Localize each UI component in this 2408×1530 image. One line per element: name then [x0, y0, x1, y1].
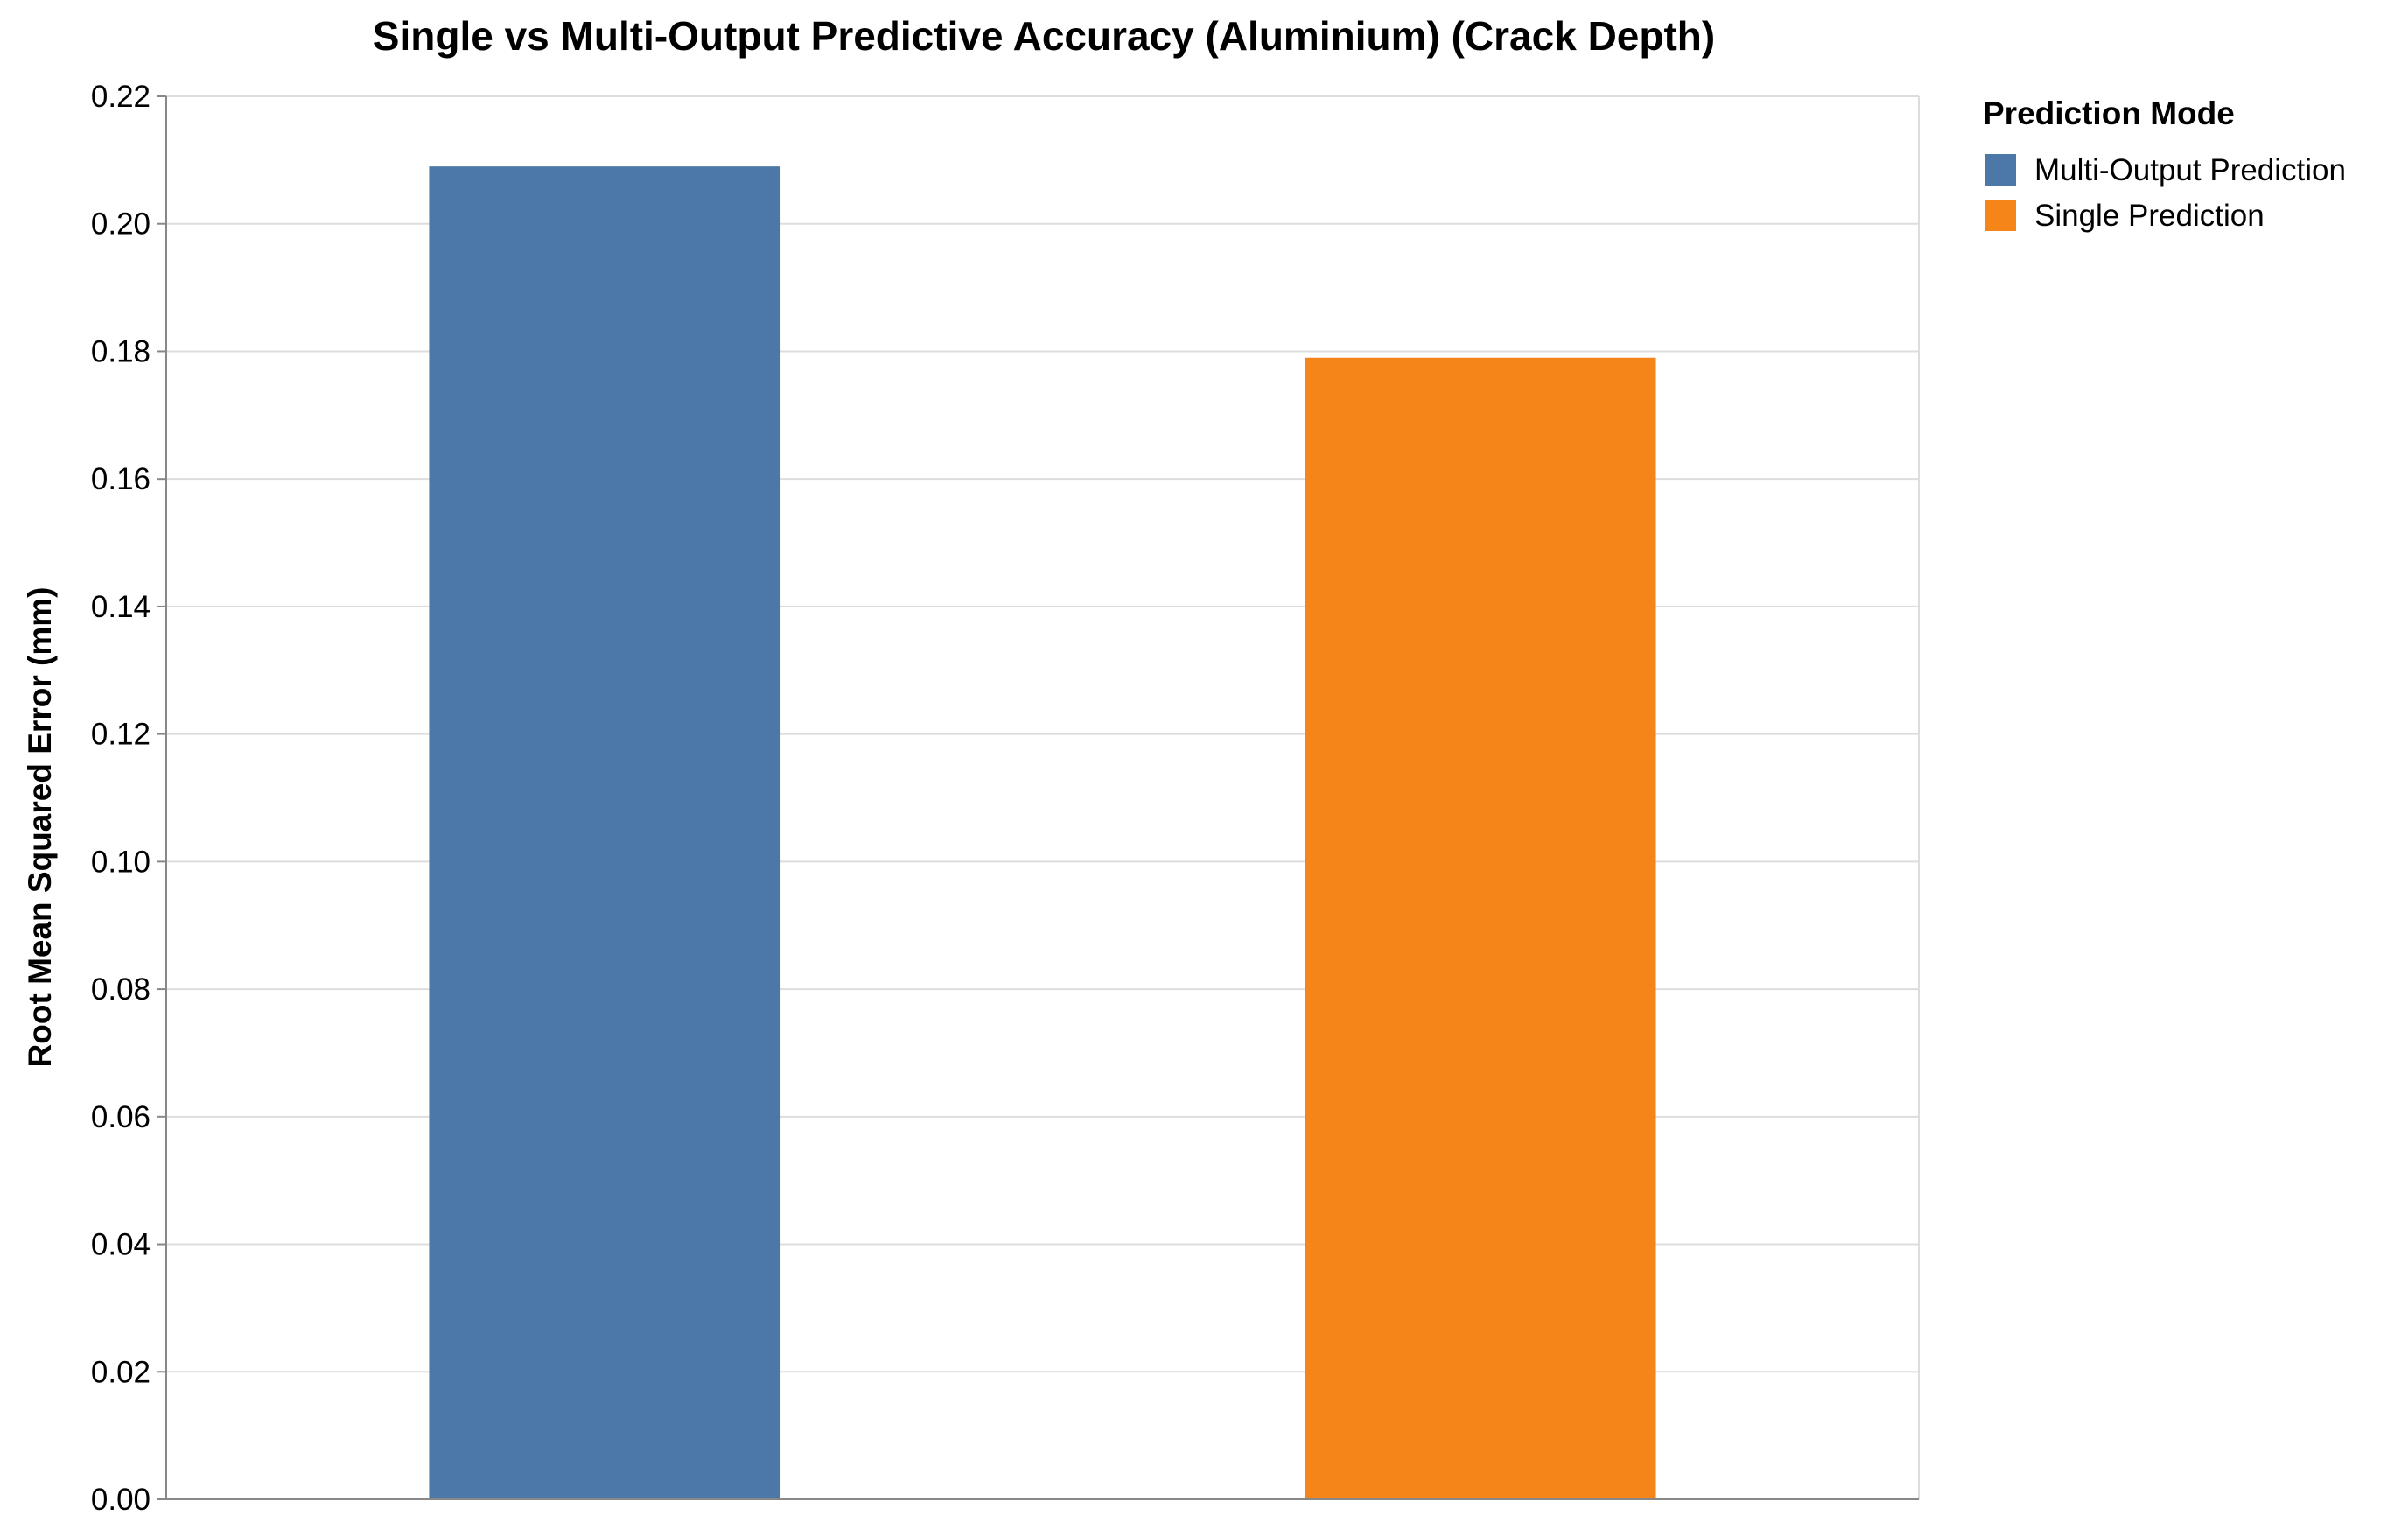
y-axis: 0.00 0.02 0.04 0.06 0.08 0.10 0.12 0.14 0.16 0.18… — [91, 80, 1919, 1517]
bar-2 — [1305, 357, 1656, 1499]
bars — [429, 166, 1656, 1499]
legend-label: Single Prediction — [2034, 199, 2264, 233]
y-tick-label: 0.06 — [91, 1100, 150, 1134]
legend-items: Multi-Output Prediction Single Prediction — [1984, 153, 2346, 233]
legend-swatch — [1984, 200, 2016, 231]
bar-1 — [429, 166, 780, 1499]
legend-title: Prediction Mode — [1983, 95, 2235, 131]
legend-swatch — [1984, 154, 2016, 186]
y-tick-label: 0.16 — [91, 462, 150, 496]
y-tick-label: 0.22 — [91, 80, 150, 114]
y-tick-label: 0.18 — [91, 334, 150, 368]
chart-title: Single vs Multi-Output Predictive Accura… — [373, 13, 1715, 59]
y-tick-label: 0.08 — [91, 972, 150, 1007]
y-tick-label: 0.04 — [91, 1228, 150, 1262]
y-axis-title: Root Mean Squared Error (mm) — [22, 587, 58, 1068]
y-tick-label: 0.02 — [91, 1355, 150, 1389]
y-tick-label: 0.14 — [91, 590, 150, 624]
legend-label: Multi-Output Prediction — [2034, 153, 2346, 187]
y-tick-label: 0.00 — [91, 1483, 150, 1517]
y-tick-label: 0.20 — [91, 207, 150, 242]
y-tick-label: 0.12 — [91, 718, 150, 752]
y-tick-label: 0.10 — [91, 845, 150, 879]
legend: Prediction Mode Multi-Output Prediction S… — [1983, 95, 2346, 233]
